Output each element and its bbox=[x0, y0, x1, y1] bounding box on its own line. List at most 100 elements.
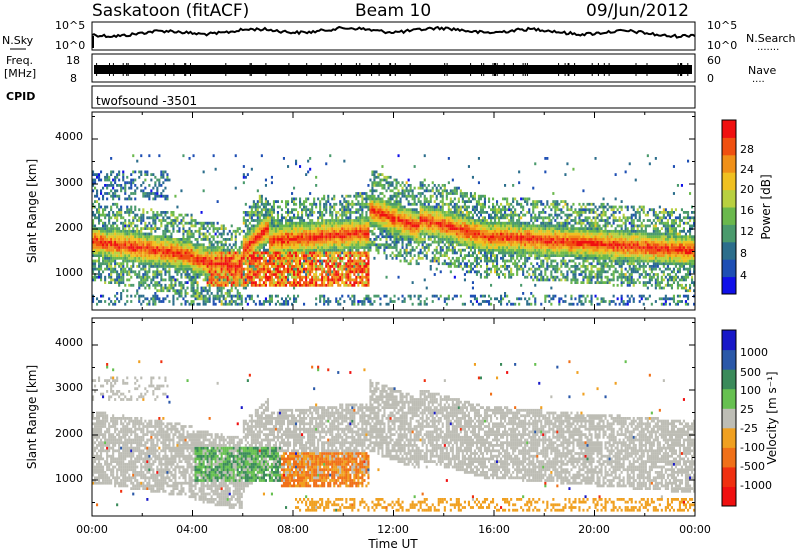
power-cell bbox=[291, 283, 294, 287]
power-cell bbox=[325, 248, 328, 252]
power-cell bbox=[347, 205, 350, 209]
power-cell bbox=[124, 270, 127, 274]
power-cell bbox=[166, 224, 169, 228]
power-cell bbox=[212, 224, 215, 228]
power-cell bbox=[248, 270, 251, 274]
power-cell bbox=[278, 267, 281, 271]
power-cell bbox=[216, 273, 219, 276]
power-cell bbox=[146, 259, 149, 263]
power-cell bbox=[162, 243, 165, 247]
power-cell bbox=[144, 246, 147, 249]
power-cell bbox=[250, 205, 253, 209]
power-cell bbox=[142, 238, 145, 241]
power-cell bbox=[234, 275, 237, 279]
power-cell bbox=[194, 256, 197, 260]
power-cell bbox=[285, 221, 288, 225]
power-cell bbox=[102, 238, 105, 241]
power-cell bbox=[343, 265, 346, 268]
power-cell bbox=[150, 251, 153, 255]
power-cell bbox=[409, 248, 412, 252]
power-cell bbox=[427, 229, 430, 233]
power-cell bbox=[331, 262, 334, 266]
power-cell bbox=[379, 302, 382, 306]
power-cell bbox=[220, 243, 223, 247]
noise-right-label: N.Search bbox=[746, 32, 796, 45]
power-cell bbox=[407, 243, 410, 247]
power-cell bbox=[128, 270, 131, 274]
power-cell bbox=[168, 221, 171, 225]
power-cell bbox=[391, 235, 394, 239]
power-cell bbox=[116, 297, 119, 301]
power-cell bbox=[453, 232, 456, 236]
power-cell bbox=[289, 254, 292, 257]
power-cell bbox=[355, 194, 358, 198]
power-cell bbox=[379, 197, 382, 201]
power-cell bbox=[190, 246, 193, 249]
power-cell bbox=[395, 216, 398, 220]
power-cell bbox=[429, 267, 432, 271]
power-cell bbox=[170, 235, 173, 239]
power-cell bbox=[349, 224, 352, 228]
power-cell bbox=[331, 254, 334, 257]
power-cell bbox=[250, 265, 253, 268]
power-cell bbox=[194, 224, 197, 228]
power-cell bbox=[353, 235, 356, 239]
power-cell bbox=[443, 189, 446, 193]
power-cell bbox=[335, 281, 338, 284]
power-cell bbox=[168, 238, 171, 241]
power-cell bbox=[102, 208, 105, 212]
power-cell bbox=[218, 254, 221, 257]
power-cell bbox=[120, 238, 123, 241]
power-cell bbox=[345, 265, 348, 268]
power-cell bbox=[303, 224, 306, 228]
power-cell bbox=[313, 227, 316, 230]
power-cell bbox=[92, 248, 95, 252]
power-cell bbox=[98, 300, 101, 303]
power-cell bbox=[361, 238, 364, 241]
power-cell bbox=[172, 256, 175, 260]
power-cell bbox=[262, 302, 265, 306]
power-cell bbox=[120, 232, 123, 236]
power-cell bbox=[164, 286, 167, 290]
power-cell bbox=[154, 246, 157, 249]
power-cell bbox=[130, 251, 133, 255]
power-cell bbox=[333, 243, 336, 247]
power-cell bbox=[409, 186, 412, 190]
power-cell bbox=[357, 262, 360, 266]
power-cell bbox=[232, 267, 235, 271]
power-cell bbox=[274, 200, 277, 203]
power-cell bbox=[92, 243, 95, 247]
power-cell bbox=[367, 205, 370, 209]
power-cell bbox=[112, 229, 115, 233]
power-cell bbox=[297, 262, 300, 266]
power-cell bbox=[377, 227, 380, 230]
power-cell bbox=[280, 238, 283, 241]
power-cell bbox=[311, 256, 314, 260]
power-cell bbox=[228, 248, 231, 252]
power-cell bbox=[361, 283, 364, 287]
power-cell bbox=[112, 170, 115, 174]
power-cell bbox=[260, 229, 263, 233]
power-cell bbox=[262, 270, 265, 274]
power-cell bbox=[389, 213, 392, 217]
power-cell bbox=[226, 256, 229, 260]
power-cell bbox=[367, 208, 370, 212]
power-cell bbox=[164, 259, 167, 263]
power-cell bbox=[409, 211, 412, 214]
power-cell bbox=[138, 229, 141, 233]
power-cell bbox=[228, 292, 231, 295]
power-cell bbox=[274, 243, 277, 247]
power-cell bbox=[242, 219, 245, 222]
power-cell bbox=[268, 248, 271, 252]
power-cell bbox=[186, 248, 189, 252]
power-cell bbox=[291, 200, 294, 203]
power-cell bbox=[160, 265, 163, 268]
power-cell bbox=[447, 208, 450, 212]
power-cell bbox=[435, 235, 438, 239]
power-cell bbox=[250, 275, 253, 279]
power-cell bbox=[417, 192, 420, 195]
power-cell bbox=[351, 235, 354, 239]
power-cell bbox=[110, 273, 113, 276]
power-cell bbox=[365, 281, 368, 284]
power-cell bbox=[289, 283, 292, 287]
